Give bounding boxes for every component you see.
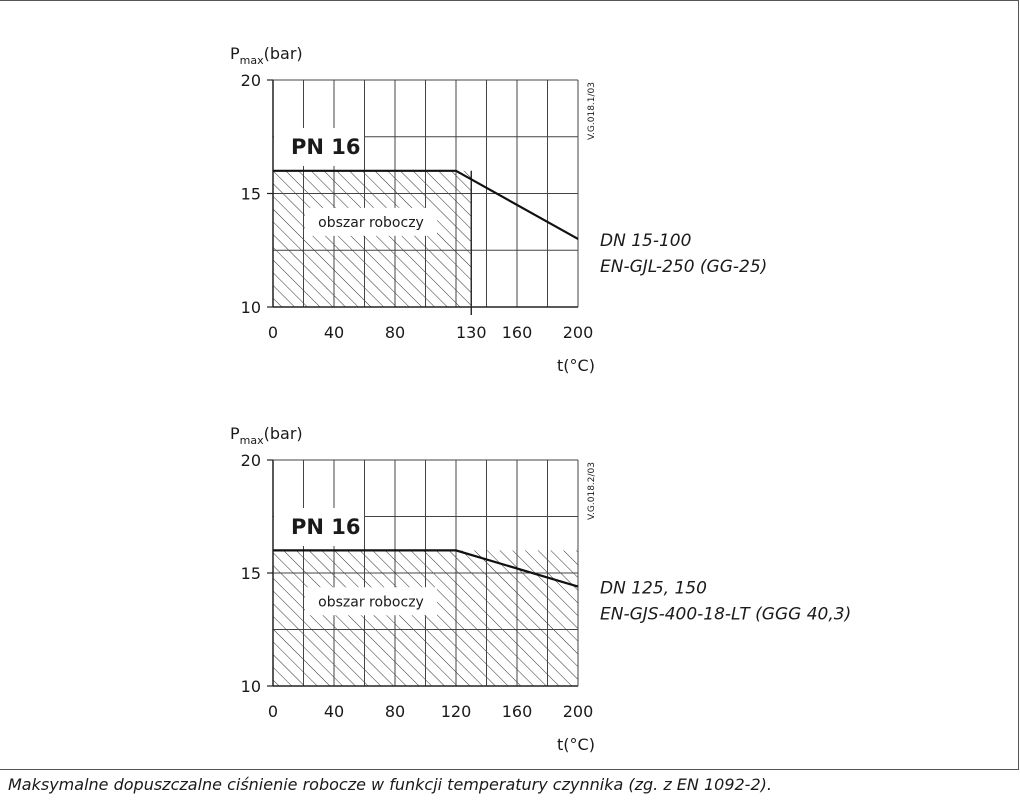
y-tick-label: 20	[241, 71, 261, 90]
x-axis-label: t(°C)	[557, 356, 595, 375]
annotation-line: EN-GJS-400-18-LT (GGG 40,3)	[600, 605, 851, 625]
x-tick-label: 80	[385, 702, 405, 721]
x-tick-label: 160	[502, 323, 533, 342]
rating-label-bg	[274, 128, 364, 166]
x-tick-label: 130	[456, 323, 487, 342]
y-axis-label-main: P	[230, 44, 240, 63]
figure-caption: Maksymalne dopuszczalne ciśnienie robocz…	[8, 775, 772, 794]
figure-frame	[0, 0, 1019, 770]
frame-top-border	[0, 0, 1019, 1]
figure-code: V.G.018.1/03	[587, 82, 597, 140]
y-tick-label: 15	[241, 185, 261, 204]
y-axis-label: Pmax(bar)	[230, 424, 303, 447]
y-axis-label-unit: (bar)	[264, 424, 303, 443]
figure-code: V.G.018.2/03	[587, 462, 597, 520]
x-tick-label: 200	[563, 323, 594, 342]
x-tick-label: 120	[441, 702, 472, 721]
area-label: obszar roboczy	[318, 215, 424, 231]
annotation-line: DN 125, 150	[600, 579, 707, 599]
y-axis-label-unit: (bar)	[264, 44, 303, 63]
y-axis-label-subscript: max	[240, 434, 264, 447]
pressure-limit-line	[273, 169, 579, 240]
pressure-limit-line	[273, 549, 579, 588]
x-tick-label: 40	[324, 702, 344, 721]
y-tick-label: 15	[241, 564, 261, 583]
x-tick-label: 80	[385, 323, 405, 342]
area-label: obszar roboczy	[318, 594, 424, 610]
area-label-bg	[305, 587, 437, 616]
y-axis-label: Pmax(bar)	[230, 44, 303, 67]
y-tick-label: 20	[241, 451, 261, 470]
annotation-line: EN-GJL-250 (GG-25)	[600, 257, 767, 277]
y-tick-label: 10	[241, 677, 261, 696]
y-axis-label-main: P	[230, 424, 240, 443]
x-axis-label: t(°C)	[557, 735, 595, 754]
y-tick-label: 10	[241, 298, 261, 317]
rating-label: PN 16	[291, 515, 361, 539]
rating-label: PN 16	[291, 135, 361, 159]
x-tick-label: 200	[563, 702, 594, 721]
working-area-hatch	[273, 170, 472, 307]
area-label-bg	[305, 207, 437, 236]
y-axis-label-subscript: max	[240, 54, 264, 67]
x-tick-label: 0	[268, 702, 278, 721]
rating-label-bg	[274, 508, 364, 546]
x-tick-label: 0	[268, 323, 278, 342]
x-tick-label: 160	[502, 702, 533, 721]
annotation-line: DN 15-100	[600, 231, 691, 251]
x-tick-label: 40	[324, 323, 344, 342]
